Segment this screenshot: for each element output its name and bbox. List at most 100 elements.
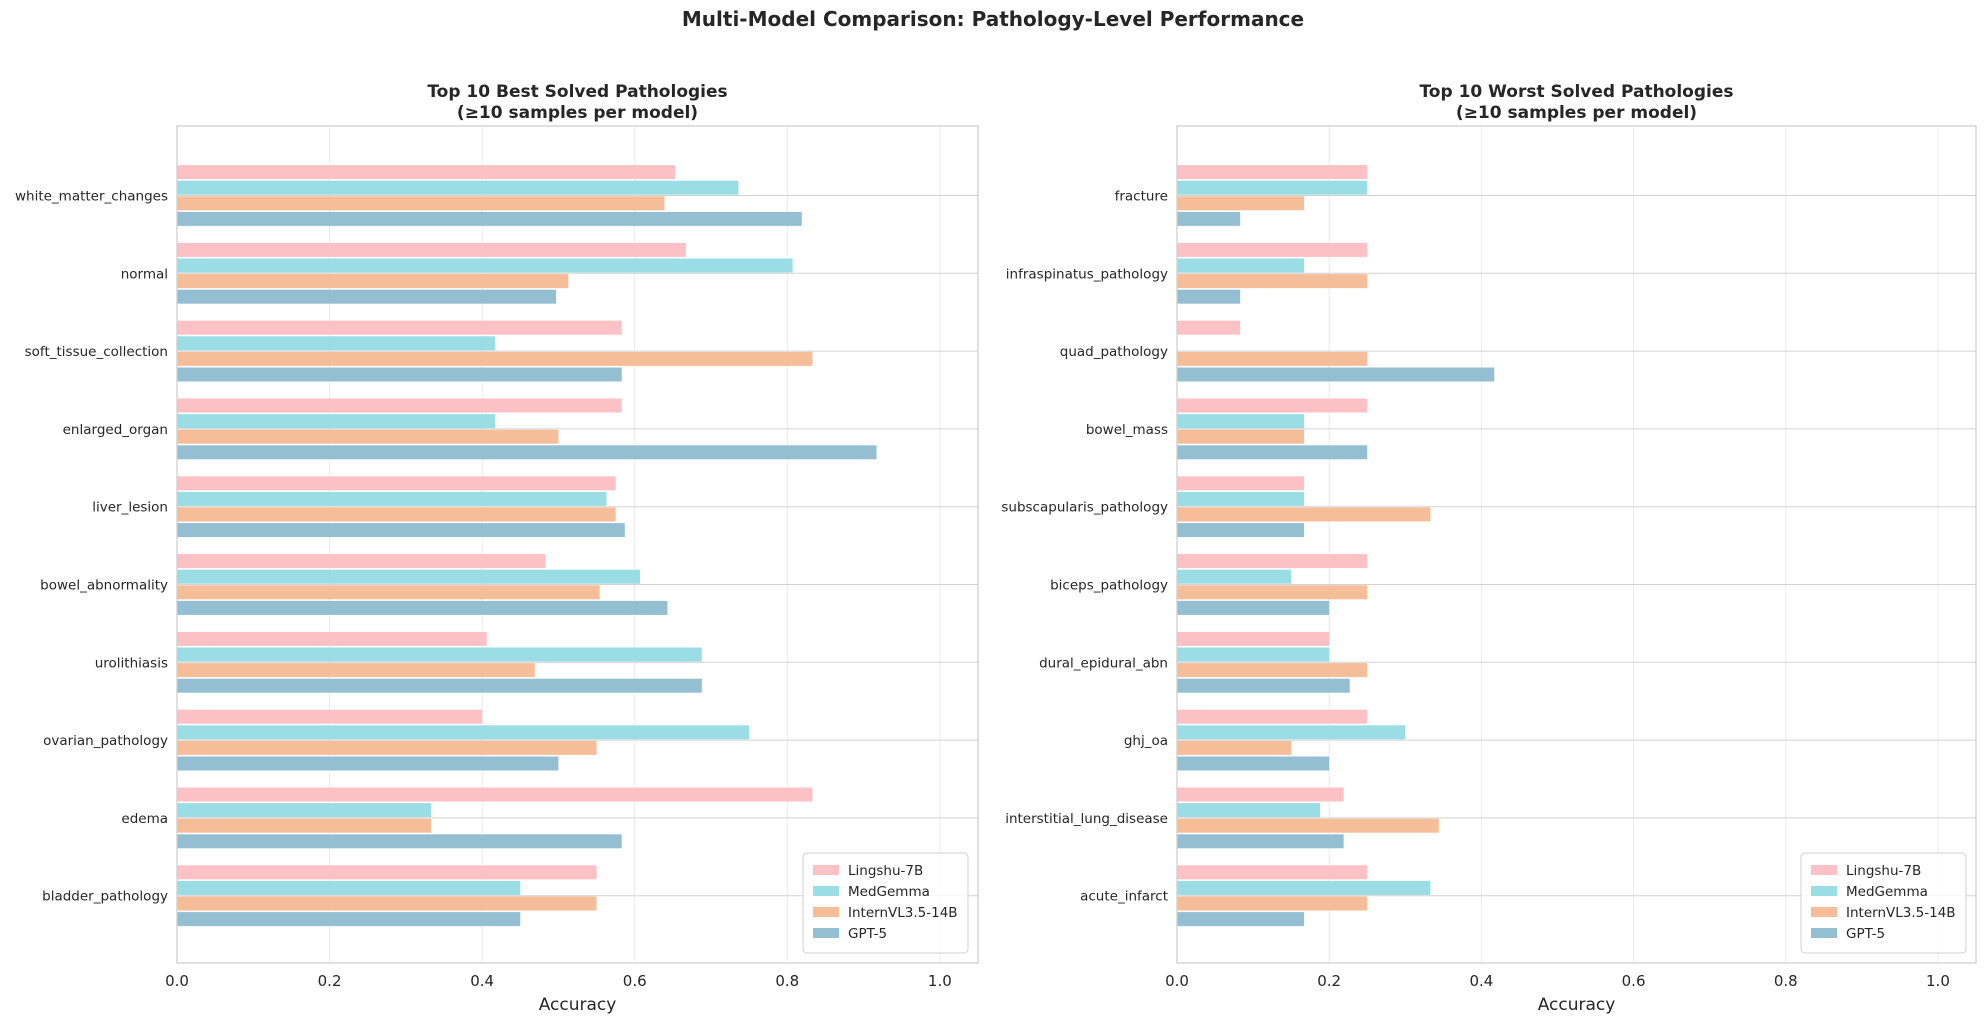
legend-label: MedGemma xyxy=(1846,884,1928,900)
bar-internvl3-5-14b xyxy=(177,507,616,522)
y-tick-label: biceps_pathology xyxy=(1050,578,1168,594)
panel-subtitle: (≥10 samples per model) xyxy=(457,103,698,123)
legend: Lingshu-7B MedGemma InternVL3.5-14B GPT-5 xyxy=(1800,852,1967,954)
bar-medgemma xyxy=(177,725,750,740)
bar-lingshu-7b xyxy=(177,631,487,646)
y-tick-label: bowel_abnormality xyxy=(40,578,168,594)
y-tick-label: bowel_mass xyxy=(1086,422,1168,438)
bar-medgemma xyxy=(177,336,496,351)
bar-gpt-5 xyxy=(1177,600,1330,615)
bar-gpt-5 xyxy=(177,367,622,382)
y-tick-label: liver_lesion xyxy=(92,500,168,516)
bar-gpt-5 xyxy=(1177,211,1241,226)
bar-internvl3-5-14b xyxy=(1177,740,1292,755)
y-tick-label: white_matter_changes xyxy=(15,189,168,205)
bar-gpt-5 xyxy=(177,678,702,693)
bar-medgemma xyxy=(177,569,641,584)
bar-internvl3-5-14b xyxy=(177,274,569,289)
bar-lingshu-7b xyxy=(1177,476,1305,491)
bar-lingshu-7b xyxy=(177,242,686,257)
bar-gpt-5 xyxy=(1177,912,1305,927)
y-tick-label: urolithiasis xyxy=(95,655,168,671)
legend-box xyxy=(802,852,969,954)
bar-gpt-5 xyxy=(177,289,557,304)
legend-swatch xyxy=(813,907,839,917)
legend-swatch xyxy=(1811,928,1837,938)
legend-swatch xyxy=(813,928,839,938)
bar-gpt-5 xyxy=(1177,445,1368,460)
bar-lingshu-7b xyxy=(177,709,483,724)
figure-title: Multi-Model Comparison: Pathology-Level … xyxy=(682,7,1304,31)
bar-medgemma xyxy=(177,258,793,273)
bar-lingshu-7b xyxy=(1177,709,1368,724)
legend-swatch xyxy=(813,865,839,875)
bar-internvl3-5-14b xyxy=(1177,429,1305,444)
y-tick-label: dural_epidural_abn xyxy=(1039,655,1168,671)
bar-medgemma xyxy=(177,880,521,895)
plot-frame xyxy=(176,125,979,964)
bar-internvl3-5-14b xyxy=(177,429,559,444)
bar-medgemma xyxy=(177,491,607,506)
y-tick-label: ghj_oa xyxy=(1124,733,1168,749)
bar-medgemma xyxy=(1177,647,1330,662)
legend-label: MedGemma xyxy=(848,884,930,900)
legend: Lingshu-7B MedGemma InternVL3.5-14B GPT-5 xyxy=(802,852,969,954)
y-tick-label: interstitial_lung_disease xyxy=(1005,811,1168,827)
bar-lingshu-7b xyxy=(177,320,622,335)
legend-label: GPT-5 xyxy=(1846,926,1885,942)
bar-lingshu-7b xyxy=(177,554,546,569)
bar-gpt-5 xyxy=(177,523,625,538)
y-tick-label: soft_tissue_collection xyxy=(25,344,168,360)
bar-medgemma xyxy=(1177,258,1305,273)
x-tick-label: 0.8 xyxy=(775,972,799,990)
bar-internvl3-5-14b xyxy=(1177,274,1368,289)
panel-subtitle: (≥10 samples per model) xyxy=(1456,103,1697,123)
bar-lingshu-7b xyxy=(177,476,616,491)
bar-internvl3-5-14b xyxy=(177,740,597,755)
bar-gpt-5 xyxy=(1177,367,1495,382)
bar-medgemma xyxy=(1177,414,1305,429)
x-tick-label: 0.4 xyxy=(470,972,494,990)
y-tick-label: edema xyxy=(121,811,168,827)
x-tick-label: 0.4 xyxy=(1469,972,1493,990)
y-tick-label: subscapularis_pathology xyxy=(1001,500,1168,516)
y-tick-label: bladder_pathology xyxy=(42,889,168,905)
plot-frame xyxy=(1176,125,1977,964)
x-axis-label: Accuracy xyxy=(1538,995,1616,1015)
bar-lingshu-7b xyxy=(177,865,597,880)
legend-label: Lingshu-7B xyxy=(1846,863,1921,879)
bar-lingshu-7b xyxy=(177,398,622,413)
bar-internvl3-5-14b xyxy=(1177,196,1305,211)
panel-title: Top 10 Worst Solved Pathologies xyxy=(1419,82,1733,102)
legend-swatch xyxy=(1811,907,1837,917)
legend-label: InternVL3.5-14B xyxy=(1846,905,1956,921)
bar-gpt-5 xyxy=(1177,523,1305,538)
bar-medgemma xyxy=(177,414,496,429)
bar-internvl3-5-14b xyxy=(1177,663,1368,678)
legend-label: GPT-5 xyxy=(848,926,887,942)
bar-medgemma xyxy=(177,803,432,818)
bar-lingshu-7b xyxy=(1177,631,1330,646)
bar-internvl3-5-14b xyxy=(1177,896,1368,911)
bar-internvl3-5-14b xyxy=(177,196,665,211)
bar-lingshu-7b xyxy=(1177,320,1241,335)
bar-internvl3-5-14b xyxy=(177,818,432,833)
bar-lingshu-7b xyxy=(1177,865,1368,880)
bar-internvl3-5-14b xyxy=(177,585,600,600)
legend-box xyxy=(1800,852,1967,954)
bar-gpt-5 xyxy=(1177,756,1330,771)
bar-lingshu-7b xyxy=(177,165,676,180)
legend-swatch xyxy=(1811,886,1837,896)
panel-title: Top 10 Best Solved Pathologies xyxy=(427,82,727,102)
bar-medgemma xyxy=(1177,803,1321,818)
x-tick-label: 0.6 xyxy=(623,972,647,990)
legend-label: Lingshu-7B xyxy=(848,863,923,879)
bar-medgemma xyxy=(1177,569,1292,584)
x-tick-label: 1.0 xyxy=(1926,972,1950,990)
bar-gpt-5 xyxy=(177,211,802,226)
bar-medgemma xyxy=(1177,180,1368,195)
legend-label: InternVL3.5-14B xyxy=(848,905,958,921)
x-tick-label: 0.0 xyxy=(165,972,189,990)
bar-gpt-5 xyxy=(1177,678,1350,693)
